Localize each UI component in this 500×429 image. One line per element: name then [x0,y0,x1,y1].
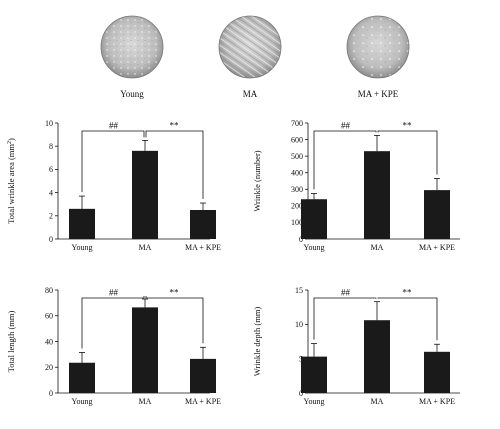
significance-bracket-young-ma [81,296,145,349]
y-tick-label: 6 [49,165,53,174]
image-label-ma-kpe: MA + KPE [358,89,399,99]
significance-bracket-ma-kpe [145,130,204,200]
bar-ma-kpe [424,351,450,393]
y-tick-label: 15 [295,286,303,295]
replica-young [100,15,164,79]
wrinkle-number-chart: 0 100 200 300 400 500 600 700 Wrinkle (number) Yo… [252,119,460,252]
significance-label: ## [109,288,119,298]
y-axis-label: Total length (mm) [6,310,16,372]
y-tick-label: 10 [295,320,303,329]
significance-label: ** [170,121,180,131]
significance-bracket-ma-kpe [377,297,438,341]
x-tick-label: MA [139,397,152,406]
y-tick-label: 80 [45,286,53,295]
y-tick-label: 100 [291,218,303,227]
x-tick-label: Young [72,243,93,252]
bar-young [69,362,95,393]
replica-ma [218,15,282,79]
total-wrinkle-area-chart: 0 2 4 6 8 10 Total wrinkle area (mm2) Young MA MA… [6,119,221,252]
significance-bracket-ma-kpe [145,296,204,344]
y-tick-label: 2 [49,212,53,221]
y-tick-label: 8 [49,142,53,151]
y-tick-label: 300 [291,185,303,194]
significance-label: ## [341,288,351,298]
x-tick-label: MA + KPE [419,397,455,406]
bar-young [69,208,95,239]
significance-label: ** [403,121,413,131]
y-tick-label: 60 [45,312,53,321]
bar-ma [364,320,390,393]
bar-young [301,356,327,393]
replica-ma-kpe [346,15,410,79]
y-tick-label: 0 [299,235,303,244]
y-tick-label: 600 [291,135,303,144]
significance-bracket-young-ma [313,297,377,340]
y-tick-label: 0 [49,389,53,398]
x-tick-label: MA + KPE [185,243,221,252]
x-tick-label: MA [371,243,384,252]
bar-ma [132,307,158,393]
y-tick-label: 400 [291,169,303,178]
significance-bracket-young-ma [81,130,145,193]
x-tick-label: MA [139,243,152,252]
bar-ma-kpe [424,190,450,239]
x-tick-label: MA + KPE [419,243,455,252]
y-tick-label: 20 [45,363,53,372]
significance-label: ** [403,288,413,298]
bar-ma [364,151,390,239]
significance-bracket-young-ma [313,130,377,190]
bar-young [301,199,327,239]
significance-bracket-ma-kpe [377,130,438,175]
y-axis-label: Wrinkle (number) [252,150,262,211]
y-axis-label: Wrinkle depth (mm) [252,307,262,377]
significance-label: ## [341,121,351,131]
x-tick-label: Young [304,243,325,252]
y-tick-label: 500 [291,152,303,161]
y-tick-label: 200 [291,202,303,211]
y-tick-label: 40 [45,337,53,346]
bar-ma-kpe [190,210,216,239]
significance-label: ## [109,121,119,131]
charts: 0 2 4 6 8 10 Total wrinkle area (mm2) Young MA MA… [6,119,460,406]
y-tick-label: 0 [299,389,303,398]
total-length-chart: 0 20 40 60 80 Total length (mm) Young MA MA + KP… [6,286,221,406]
x-tick-label: Young [304,397,325,406]
image-label-ma: MA [243,89,258,99]
significance-label: ** [170,288,180,298]
x-tick-label: MA [371,397,384,406]
y-axis-label: Total wrinkle area (mm2) [6,138,16,224]
bar-ma-kpe [190,358,216,393]
bar-ma [132,150,158,239]
x-tick-label: Young [72,397,93,406]
y-tick-label: 0 [49,235,53,244]
y-tick-label: 10 [45,119,53,128]
y-tick-label: 700 [291,119,303,128]
x-tick-label: MA + KPE [185,397,221,406]
y-tick-label: 4 [49,188,53,197]
image-label-young: Young [120,89,144,99]
